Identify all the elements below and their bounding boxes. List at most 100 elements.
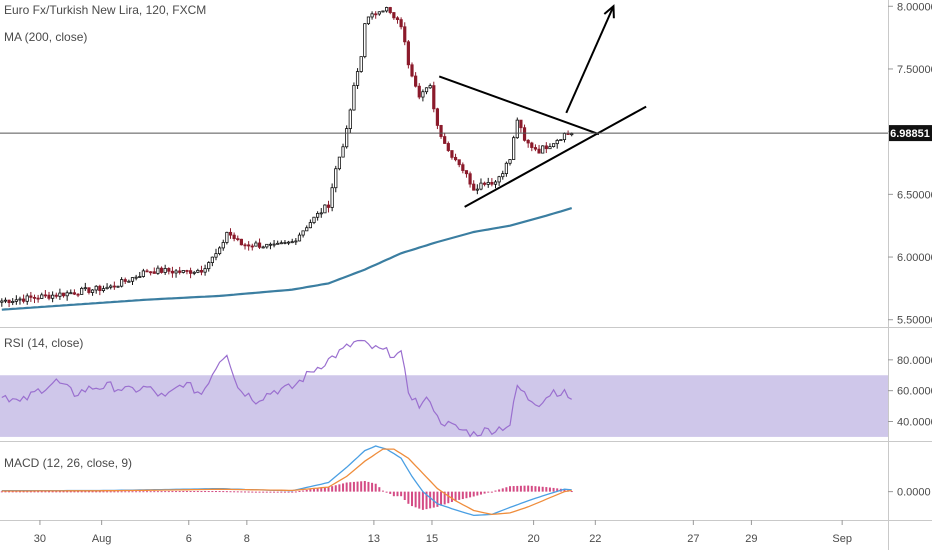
candle <box>265 243 269 249</box>
macd-bar <box>164 491 167 493</box>
time-axis[interactable]: 30 Aug 6 8 13 15 20 22 27 29 Sep <box>34 520 852 545</box>
candle <box>87 287 91 295</box>
candle <box>18 296 22 305</box>
macd-bar <box>236 491 239 493</box>
macd-bar <box>175 491 178 493</box>
candle <box>290 238 294 244</box>
candle <box>272 239 276 248</box>
macd-bar <box>411 491 414 507</box>
rsi-legend[interactable]: RSI (14, close) <box>4 336 83 350</box>
macd-bar <box>400 491 403 497</box>
macd-bar <box>273 491 276 493</box>
macd-bar <box>58 491 61 493</box>
macd-bar <box>538 486 541 492</box>
candle <box>188 267 193 279</box>
rsi-band <box>0 375 888 437</box>
signal-line <box>1 448 572 516</box>
macd-bar <box>265 491 268 493</box>
macd-bar <box>135 491 138 493</box>
last-price-label: 6.98851 <box>890 128 930 140</box>
macd-pane[interactable] <box>0 445 573 517</box>
macd-bar <box>287 491 290 493</box>
candle <box>464 170 469 178</box>
macd-tick-label: 0.0000 <box>897 487 931 499</box>
macd-bar <box>269 491 272 493</box>
candle <box>530 141 534 152</box>
macd-bar <box>124 491 127 493</box>
rsi-axis[interactable]: 80.0000 60.0000 40.0000 <box>888 355 932 429</box>
macd-bar <box>251 491 254 493</box>
candle <box>432 81 436 113</box>
macd-bar <box>15 491 18 493</box>
macd-bar <box>309 489 312 492</box>
macd-axis[interactable]: 0.0000 <box>888 487 931 499</box>
candle <box>7 299 11 308</box>
rsi-tick-label: 80.0000 <box>897 355 932 367</box>
price-tick-label: 7.50000 <box>897 64 932 76</box>
macd-bar <box>381 490 384 492</box>
macd-bar <box>302 490 305 492</box>
trend-drawings[interactable] <box>438 4 647 208</box>
candle <box>47 291 51 301</box>
macd-bar <box>120 491 123 493</box>
macd-bar <box>334 485 337 492</box>
price-pane[interactable] <box>0 4 888 311</box>
upper-trendline[interactable] <box>438 75 600 136</box>
macd-bar <box>29 491 32 493</box>
time-tick-label: 27 <box>687 533 699 545</box>
macd-bar <box>385 491 388 493</box>
macd-bar <box>40 491 43 493</box>
candle <box>352 82 356 111</box>
macd-bar <box>519 485 522 492</box>
candle <box>406 40 410 69</box>
candle <box>334 165 338 193</box>
macd-bar <box>247 491 250 493</box>
candle <box>51 291 55 303</box>
candle <box>403 22 407 46</box>
candle <box>29 291 33 302</box>
candle <box>83 282 87 291</box>
rsi-tick-label: 60.0000 <box>897 386 932 398</box>
candle <box>123 277 127 285</box>
candle <box>163 264 167 275</box>
ma-legend[interactable]: MA (200, close) <box>4 30 87 44</box>
macd-bar <box>149 491 152 493</box>
candle <box>174 269 178 278</box>
candle <box>239 238 243 246</box>
candle <box>559 139 563 142</box>
macd-bar <box>374 483 377 492</box>
candle <box>555 138 559 149</box>
candle <box>90 289 95 296</box>
macd-bar <box>113 491 116 493</box>
breakout-arrow[interactable] <box>565 5 615 114</box>
macd-bar <box>498 489 501 492</box>
rsi-pane[interactable] <box>0 339 888 438</box>
macd-bar <box>116 491 119 493</box>
macd-bar <box>204 491 207 493</box>
candle <box>203 264 207 276</box>
candle <box>167 267 171 275</box>
candle <box>370 11 374 20</box>
macd-bar <box>509 486 512 492</box>
macd-bar <box>171 491 174 493</box>
macd-bar <box>218 491 221 493</box>
macd-bar <box>327 487 330 492</box>
macd-bar <box>570 491 573 493</box>
macd-bar <box>276 491 279 493</box>
chart-title[interactable]: Euro Fx/Turkish New Lira, 120, FXCM <box>4 3 206 17</box>
candle <box>414 72 418 88</box>
macd-bar <box>494 490 497 492</box>
time-tick-label: Sep <box>832 533 852 545</box>
macd-legend[interactable]: MACD (12, 26, close, 9) <box>4 456 132 470</box>
time-tick-label: 30 <box>34 533 46 545</box>
lower-trendline[interactable] <box>464 105 647 208</box>
macd-bar <box>476 491 479 496</box>
candle <box>316 211 320 221</box>
macd-bar <box>4 491 7 493</box>
macd-histogram <box>0 481 573 510</box>
macd-bar <box>280 491 283 493</box>
time-tick-label: 22 <box>589 533 601 545</box>
macd-bar <box>552 487 555 492</box>
